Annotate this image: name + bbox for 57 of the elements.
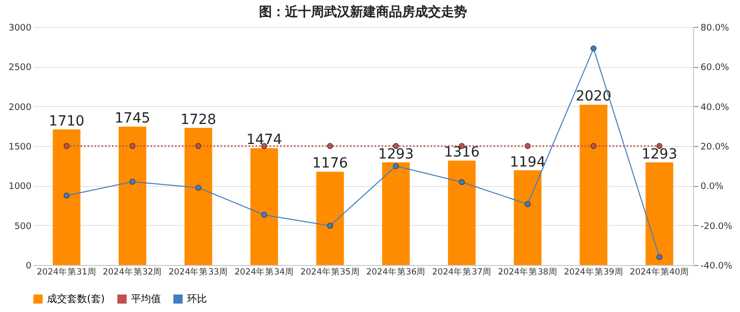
point — [327, 222, 334, 229]
y2-tick-label: 40.0% — [700, 102, 730, 113]
bar — [52, 129, 80, 265]
point — [656, 254, 662, 260]
bar — [250, 148, 278, 265]
y-tick-label: 2500 — [8, 63, 32, 74]
data-label: 1176 — [312, 156, 348, 172]
x-tick-label: 2024年第31周 — [36, 266, 96, 278]
bar — [382, 162, 410, 265]
legend-label: 环比 — [187, 293, 207, 306]
y2-tick-label: 80.0% — [700, 24, 730, 34]
bar — [448, 160, 476, 265]
x-tick-label: 2024年第34周 — [234, 266, 294, 278]
point — [458, 179, 465, 186]
point — [130, 178, 136, 185]
data-label: 1293 — [642, 146, 678, 162]
y2-tick-label: 60.0% — [700, 63, 730, 74]
data-label: 1474 — [246, 132, 282, 148]
legend-label: 平均值 — [131, 293, 161, 306]
x-tick-label: 2024年第37周 — [432, 266, 492, 278]
bar — [580, 104, 608, 265]
x-tick-label: 2024年第33周 — [168, 266, 228, 278]
x-tick-label: 2024年第39周 — [564, 266, 624, 278]
chart-title: 图：近十周武汉新建商品房成交走势 — [259, 4, 467, 20]
data-label: 1745 — [114, 110, 150, 127]
y2-tick-label: 0.0% — [700, 182, 724, 192]
point — [261, 212, 268, 218]
x-tick-label: 2024年第36周 — [366, 266, 426, 278]
y-tick-label: 2000 — [8, 102, 32, 113]
bar — [118, 126, 146, 265]
y2-tick-label: 20.0% — [700, 142, 730, 152]
x-tick-label: 2024年第40周 — [630, 266, 690, 278]
data-label: 1194 — [510, 154, 546, 170]
bar — [184, 128, 212, 265]
y-tick-label: 1500 — [8, 142, 32, 152]
x-tick-label: 2024年第38周 — [498, 266, 558, 278]
bar — [514, 170, 542, 265]
data-label: 1728 — [180, 112, 216, 128]
y-tick-label: 500 — [14, 222, 32, 232]
data-label: 1316 — [444, 144, 480, 161]
y-tick-label: 0 — [26, 262, 32, 272]
x-tick-label: 2024年第35周 — [300, 266, 360, 278]
point — [524, 201, 531, 208]
x-tick-label: 2024年第32周 — [102, 266, 162, 278]
legend-label: 成交套数(套) — [47, 293, 105, 306]
y2-tick-label: -20.0% — [700, 222, 733, 232]
point — [392, 163, 399, 169]
point — [64, 192, 70, 199]
y-tick-label: 1000 — [8, 182, 32, 192]
data-label: 1710 — [48, 113, 84, 130]
point — [590, 45, 596, 52]
y-tick-label: 3000 — [8, 24, 32, 34]
point — [195, 184, 202, 191]
bar — [316, 172, 344, 265]
bar — [646, 162, 674, 265]
y2-tick-label: -40.0% — [700, 262, 733, 272]
data-label: 1293 — [378, 146, 414, 162]
